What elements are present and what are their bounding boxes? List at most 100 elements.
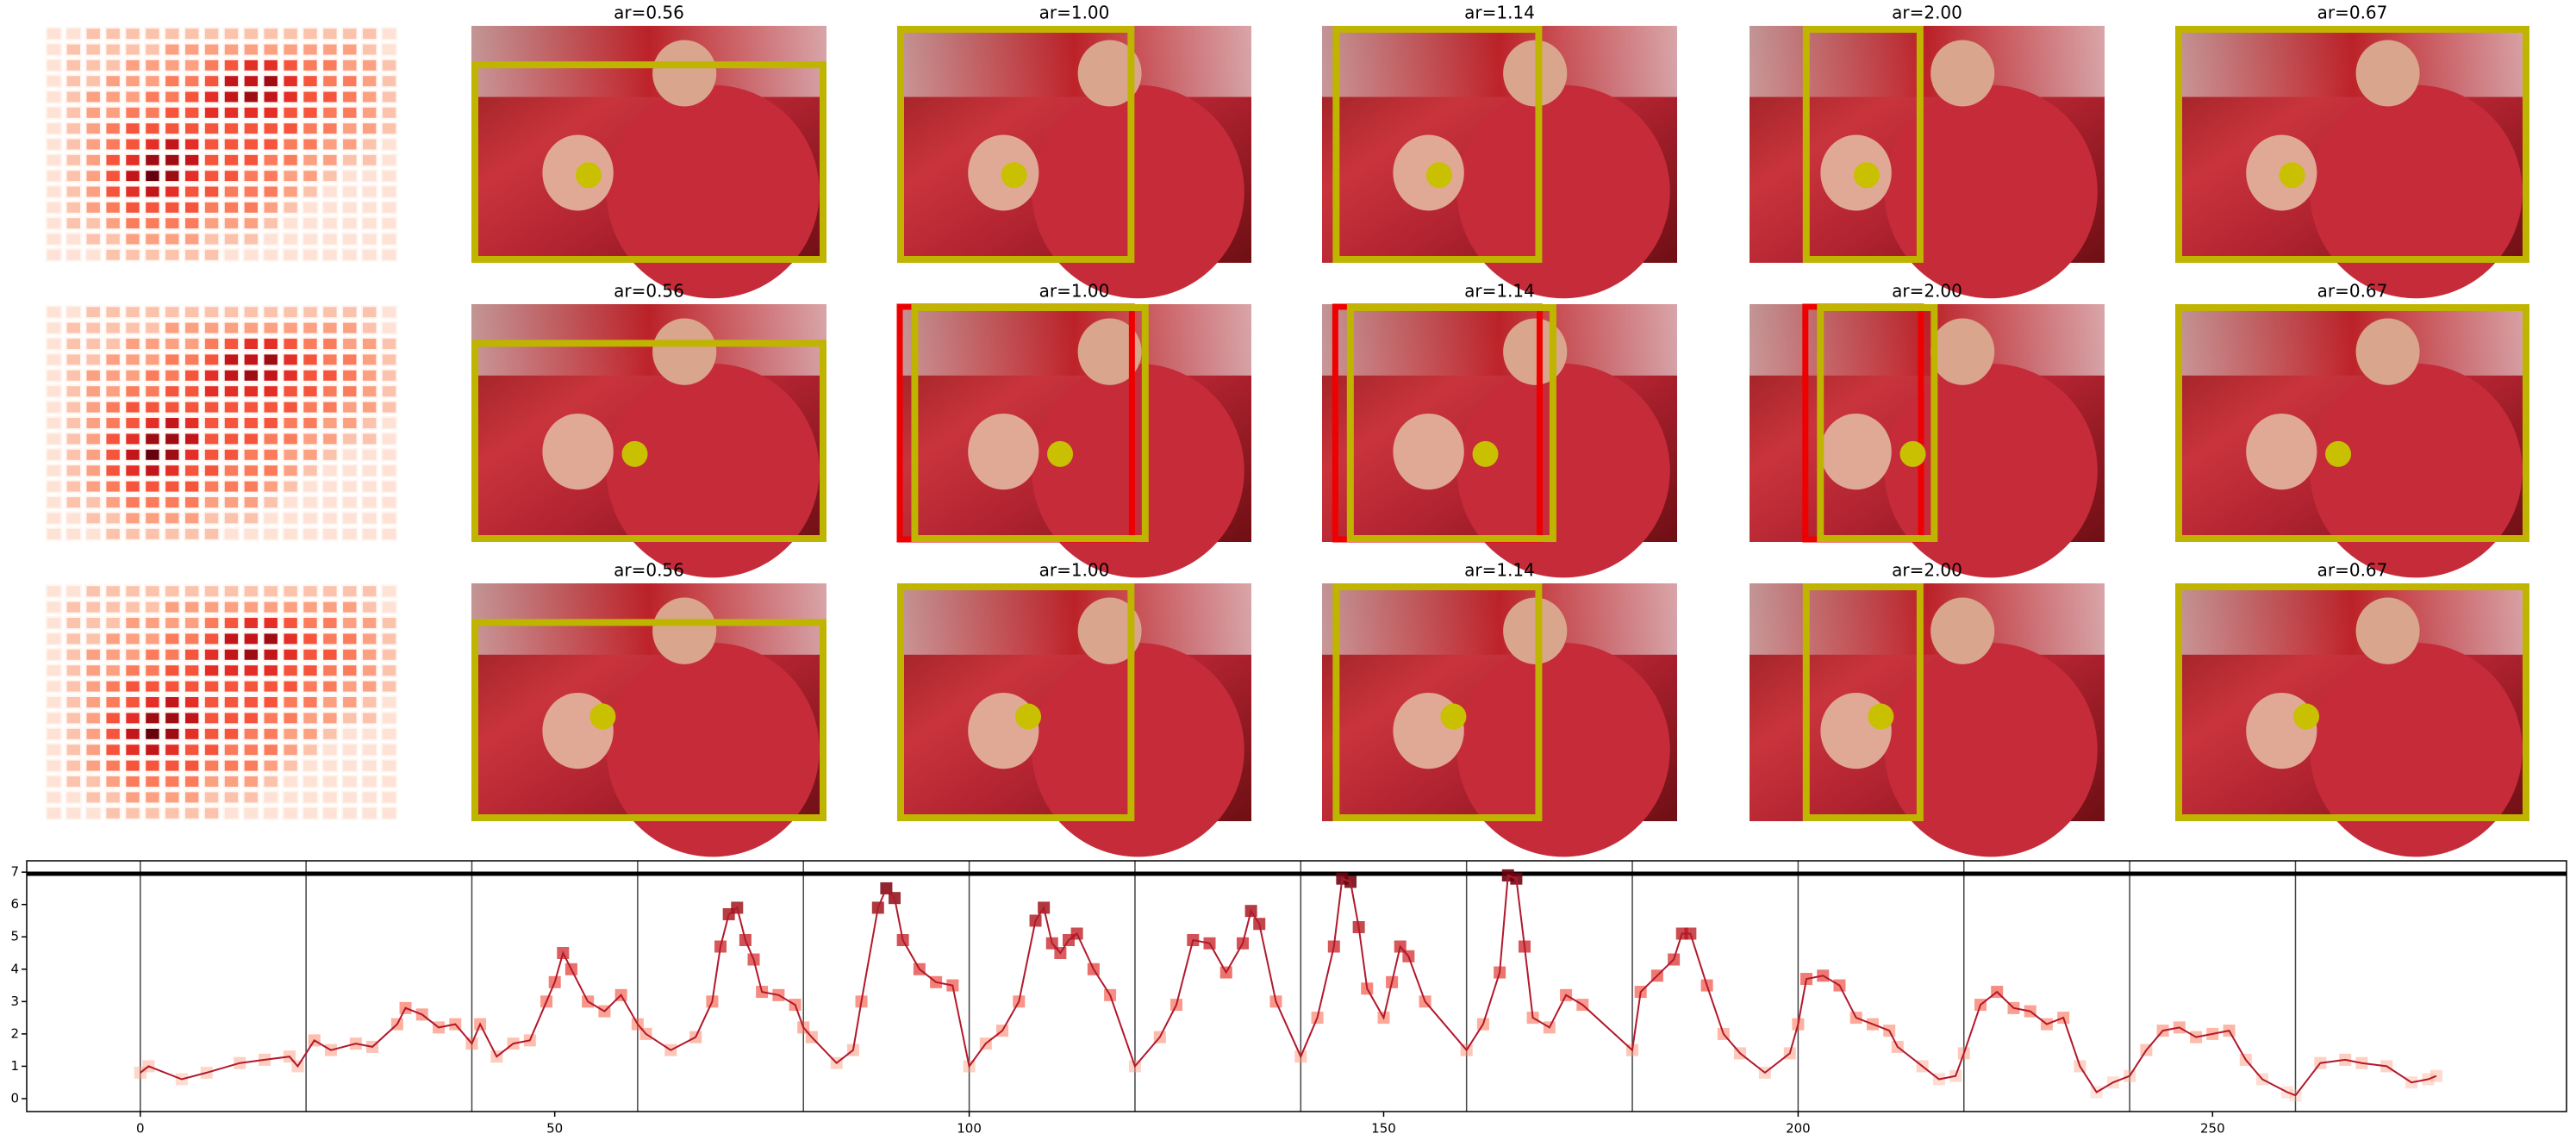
heatmap-cell bbox=[45, 526, 63, 541]
heatmap-cell bbox=[242, 600, 260, 614]
heatmap-cell bbox=[222, 200, 240, 215]
heatmap-cell bbox=[321, 758, 339, 773]
plot-frame bbox=[26, 860, 2567, 1112]
heatmap-cell bbox=[84, 726, 102, 741]
heatmap-cell bbox=[242, 184, 260, 199]
heatmap-cell bbox=[65, 647, 83, 662]
photo-face bbox=[542, 413, 614, 490]
heatmap-cell bbox=[203, 464, 221, 478]
heatmap-cell bbox=[302, 511, 319, 526]
heatmap-cell bbox=[45, 616, 63, 630]
heatmap-cell bbox=[242, 632, 260, 646]
heatmap-cell bbox=[302, 447, 319, 462]
heatmap-cell bbox=[124, 806, 141, 820]
heatmap-cell bbox=[321, 726, 339, 741]
heatmap-cell bbox=[84, 416, 102, 430]
crop-box bbox=[1802, 26, 1924, 263]
x-tick-label: 200 bbox=[1786, 1121, 1811, 1137]
heatmap-cell bbox=[262, 632, 279, 646]
heatmap-cell bbox=[360, 121, 378, 136]
heatmap-cell bbox=[84, 663, 102, 678]
heatmap-cell bbox=[164, 743, 181, 757]
heatmap-cell bbox=[262, 679, 279, 694]
heatmap-cell bbox=[282, 663, 299, 678]
heatmap-cell bbox=[144, 337, 161, 351]
heatmap-cell bbox=[183, 169, 201, 184]
heatmap-cell bbox=[104, 321, 122, 335]
heatmap-cell bbox=[302, 584, 319, 599]
heatmap-cell bbox=[144, 806, 161, 820]
heatmap-cell bbox=[222, 74, 240, 89]
heatmap-cell bbox=[45, 584, 63, 599]
heatmap-cell bbox=[84, 184, 102, 199]
panel-title: ar=1.00 bbox=[1039, 560, 1110, 581]
heatmap-cell bbox=[84, 400, 102, 414]
heatmap-cell bbox=[222, 743, 240, 757]
heatmap-cell bbox=[84, 743, 102, 757]
heatmap-cell bbox=[360, 495, 378, 509]
heatmap-cell bbox=[360, 775, 378, 788]
heatmap-cell bbox=[302, 464, 319, 478]
heatmap-cell bbox=[242, 232, 260, 246]
heatmap-cell bbox=[84, 600, 102, 614]
heatmap-cell bbox=[380, 27, 398, 41]
heatmap-cell bbox=[360, 216, 378, 231]
heatmap-cell bbox=[380, 321, 398, 335]
heatmap-cell bbox=[183, 247, 201, 262]
heatmap-cell bbox=[380, 352, 398, 367]
heatmap-cell bbox=[45, 74, 63, 89]
heatmap-cell bbox=[45, 695, 63, 709]
heatmap-cell bbox=[360, 511, 378, 526]
heatmap-cell bbox=[262, 416, 279, 430]
heatmap-cell bbox=[45, 384, 63, 399]
heatmap-cell bbox=[45, 42, 63, 57]
heatmap-cell bbox=[282, 758, 299, 773]
heatmap-cell bbox=[302, 743, 319, 757]
heatmap-cell bbox=[262, 216, 279, 231]
heatmap-cell bbox=[262, 726, 279, 741]
heatmap-cell bbox=[203, 105, 221, 120]
heatmap-cell bbox=[380, 337, 398, 351]
heatmap-cell bbox=[262, 526, 279, 541]
crop-box bbox=[911, 304, 1149, 542]
heatmap-cell bbox=[65, 232, 83, 246]
heatmap-cell bbox=[380, 447, 398, 462]
photo-face bbox=[1820, 413, 1892, 490]
focus-dot bbox=[2279, 162, 2305, 189]
heatmap-cell bbox=[183, 232, 201, 246]
heatmap-cell bbox=[360, 58, 378, 72]
photo-head bbox=[652, 40, 717, 107]
heatmap-cell bbox=[144, 105, 161, 120]
heatmap-cell bbox=[341, 743, 359, 757]
heatmap-cell bbox=[183, 216, 201, 231]
heatmap-cell bbox=[84, 432, 102, 446]
heatmap-cell bbox=[45, 368, 63, 383]
heatmap-cell bbox=[203, 647, 221, 662]
heatmap-cell bbox=[282, 679, 299, 694]
heatmap-cell bbox=[84, 27, 102, 41]
heatmap-cell bbox=[124, 184, 141, 199]
heatmap-cell bbox=[321, 368, 339, 383]
heatmap-cell bbox=[124, 632, 141, 646]
heatmap-cell bbox=[222, 337, 240, 351]
heatmap-cell bbox=[144, 679, 161, 694]
crop-box bbox=[2175, 304, 2529, 542]
heatmap-cell bbox=[124, 74, 141, 89]
heatmap-cell bbox=[45, 153, 63, 167]
heatmap-cell bbox=[124, 663, 141, 678]
heatmap-cell bbox=[360, 663, 378, 678]
heatmap-cell bbox=[222, 632, 240, 646]
photo-player bbox=[1456, 643, 1670, 857]
heatmap-cell bbox=[302, 726, 319, 741]
crop-box bbox=[1332, 26, 1543, 263]
heatmap-cell bbox=[242, 321, 260, 335]
heatmap-cell bbox=[124, 121, 141, 136]
heatmap-cell bbox=[84, 584, 102, 599]
heatmap-cell bbox=[84, 384, 102, 399]
heatmap-cell bbox=[144, 368, 161, 383]
heatmap-cell bbox=[104, 647, 122, 662]
photo-crowd bbox=[2175, 304, 2529, 376]
heatmap-cell bbox=[144, 711, 161, 726]
heatmap-cell bbox=[380, 526, 398, 541]
heatmap-cell bbox=[341, 584, 359, 599]
